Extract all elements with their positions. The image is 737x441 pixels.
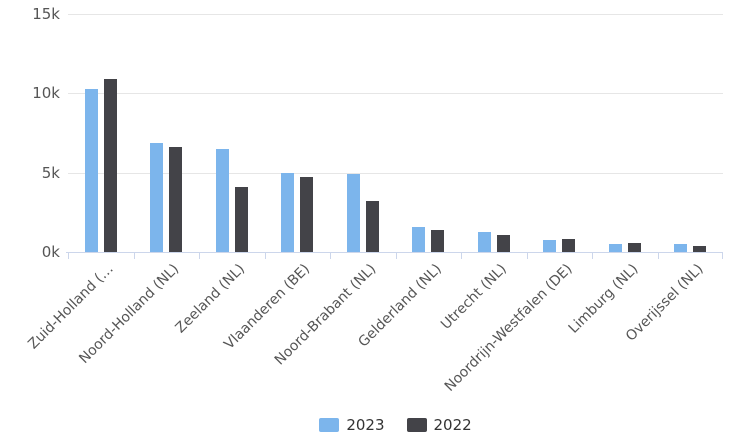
bar-2023-utrecht-nl[interactable] — [477, 232, 491, 252]
x-axis-tick — [592, 252, 593, 259]
bar-2023-noord-brabant-nl[interactable] — [346, 174, 360, 252]
y-axis-tick-label-0k: 0k — [41, 243, 60, 261]
bar-2023-vlaanderen-be[interactable] — [281, 172, 295, 252]
x-axis-tick — [657, 252, 659, 259]
x-axis-tick — [264, 252, 266, 259]
x-axis-tick — [199, 252, 200, 259]
x-axis-tick — [330, 252, 331, 259]
x-axis-tick — [461, 252, 462, 259]
y-axis-tick-label-15k: 15k — [32, 5, 60, 23]
x-axis-tick — [526, 252, 528, 259]
x-axis-label-utrecht-nl: Utrecht (NL) — [438, 261, 511, 333]
legend-swatch-2023 — [319, 418, 340, 432]
bar-2023-noord-holland-nl[interactable] — [150, 142, 164, 252]
x-axis-tick — [395, 252, 397, 259]
gridline-5k — [68, 172, 723, 174]
legend-label-2023: 2023 — [346, 416, 385, 434]
legend-swatch-2022 — [406, 418, 427, 432]
legend-label-2022: 2022 — [433, 416, 472, 434]
bar-2023-limburg-nl[interactable] — [608, 244, 622, 252]
bar-2023-overijssel-nl[interactable] — [674, 244, 688, 252]
bar-2022-noordrijn-westfalen-de[interactable] — [562, 239, 576, 252]
x-axis-line — [66, 252, 723, 253]
bar-2023-zuid-holland[interactable] — [84, 89, 98, 252]
bar-2022-noord-holland-nl[interactable] — [169, 147, 183, 252]
y-axis-tick-label-5k: 5k — [41, 163, 60, 182]
bar-2023-noordrijn-westfalen-de[interactable] — [543, 240, 557, 252]
bar-2022-zuid-holland[interactable] — [103, 79, 117, 252]
bar-2022-zeeland-nl[interactable] — [234, 186, 248, 252]
bar-2023-gelderland-nl[interactable] — [412, 226, 426, 252]
gridline-10k — [68, 93, 723, 95]
bar-2022-noord-brabant-nl[interactable] — [365, 201, 379, 252]
y-axis-tick-label-10k: 10k — [32, 84, 60, 103]
x-axis-tick — [133, 252, 135, 259]
legend-item-2023[interactable]: 2023 — [319, 416, 385, 434]
legend: 2023 2022 — [68, 416, 723, 434]
bar-2022-overijssel-nl[interactable] — [693, 245, 707, 252]
x-axis-tick — [722, 252, 723, 259]
gridline-15k — [68, 14, 723, 15]
bar-2023-zeeland-nl[interactable] — [215, 148, 229, 252]
plot-area — [66, 14, 723, 259]
bar-2022-limburg-nl[interactable] — [627, 243, 641, 252]
bar-2022-gelderland-nl[interactable] — [431, 229, 445, 252]
bar-2022-vlaanderen-be[interactable] — [300, 177, 314, 252]
x-axis-label-noordrijn-westfalen-de: Noordrijn-Westfalen (DE) — [441, 261, 576, 395]
x-axis-tick — [68, 252, 69, 259]
legend-item-2022[interactable]: 2022 — [406, 416, 472, 434]
bar-2022-utrecht-nl[interactable] — [496, 235, 510, 252]
